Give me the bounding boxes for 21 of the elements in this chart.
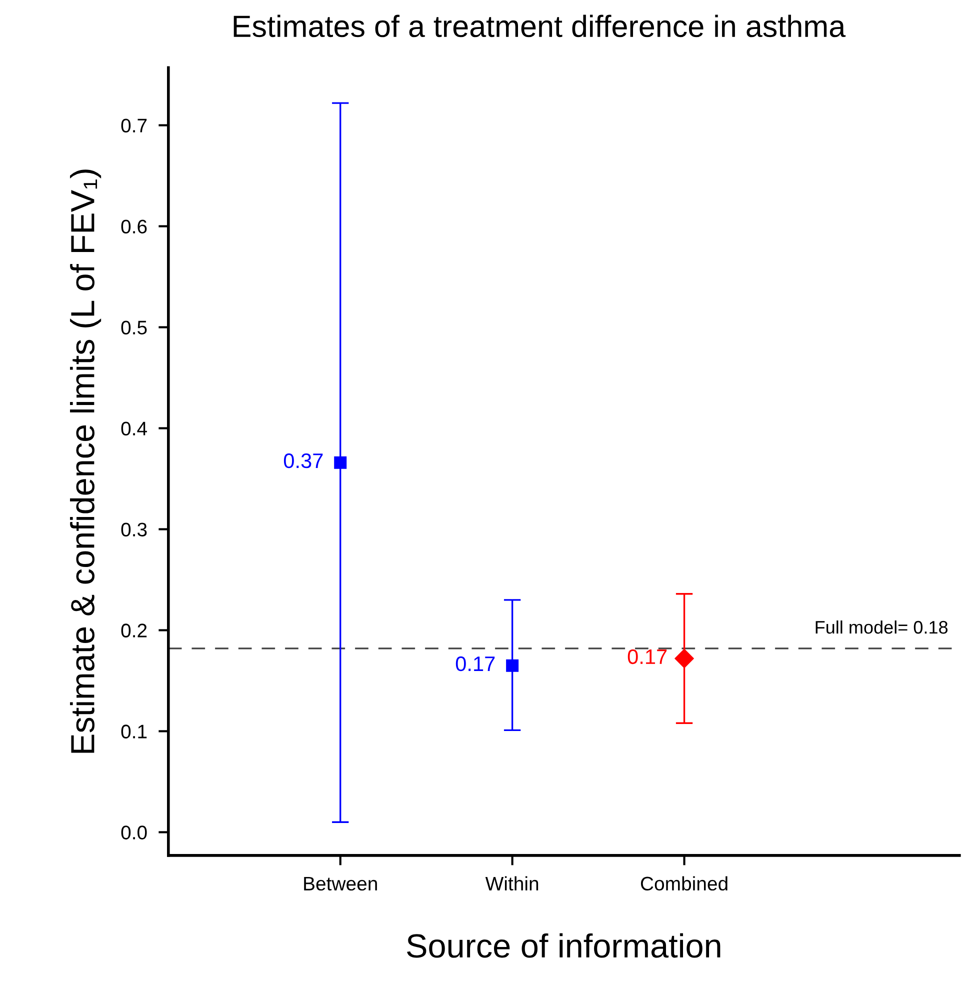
y-tick-label: 0.5 [121,320,147,334]
y-tick-label: 0.7 [121,118,147,132]
y-tick-label: 0.4 [121,422,147,436]
y-tick-label: 0.0 [121,826,147,840]
data-label: 0.17 [456,656,495,672]
point [334,456,347,469]
ref-line-label: Full model= 0.18 [816,620,948,634]
y-tick-label: 0.6 [121,220,147,234]
data-label: 0.37 [284,453,323,468]
data-label: 0.17 [628,649,667,664]
y-tick-label: 0.3 [121,522,147,536]
point [506,659,519,672]
chart-title: Estimates of a treatment difference in asthma [234,14,846,38]
x-tick-label: Combined [640,876,728,891]
x-tick-label: Within [485,876,538,891]
x-axis-title: Source of information [407,933,720,958]
x-tick-label: Between [304,876,377,891]
y-tick-label: 0.1 [121,724,147,738]
y-axis-title: Estimate & confidence limits (L of FEV₁) [70,170,102,753]
y-tick-label: 0.2 [121,624,147,638]
point [674,648,694,668]
